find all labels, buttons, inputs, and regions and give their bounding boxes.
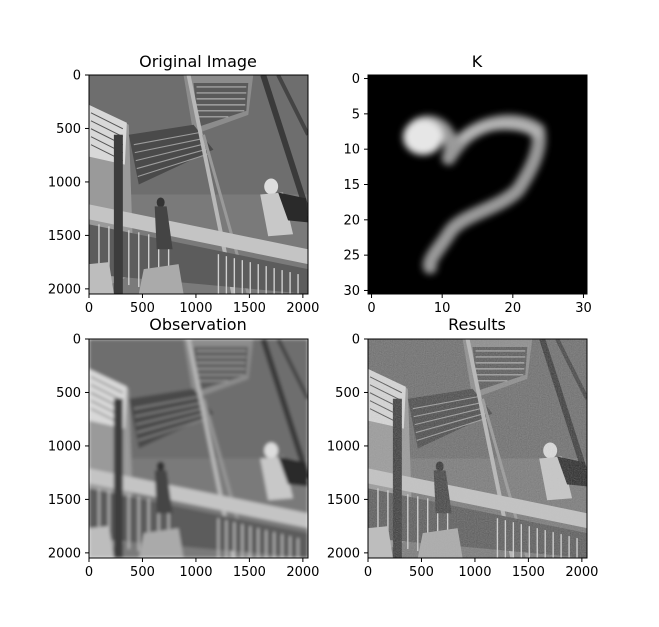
x-tick-label: 0: [85, 565, 93, 580]
y-tick-label: 500: [56, 122, 81, 137]
x-tick-label: 500: [409, 565, 434, 580]
x-tick-label: 20: [505, 301, 522, 316]
image-results: [368, 339, 587, 558]
y-tick-label: 0: [352, 333, 360, 348]
x-tick-label: 10: [434, 301, 451, 316]
x-tick-label: 2000: [565, 565, 598, 580]
title-original-image: Original Image: [139, 52, 257, 71]
y-tick-label: 500: [335, 386, 360, 401]
axes-frame-original: [88, 74, 309, 295]
y-tick-label: 25: [343, 249, 360, 264]
x-tick-label: 2000: [286, 565, 319, 580]
y-tick-label: 1500: [48, 229, 81, 244]
y-tick-label: 1000: [48, 439, 81, 454]
panel-original-image: Original Image 0 500 1000 1500 2000 0 500 1000 1…: [48, 52, 320, 316]
title-results: Results: [448, 315, 506, 334]
y-tick-label: 2000: [48, 546, 81, 561]
y-tick-label: 1000: [327, 439, 360, 454]
ticks-kernel: 0 10 20 30 0 5 10 15 20 25 30: [343, 72, 591, 316]
y-tick-label: 1500: [48, 493, 81, 508]
x-tick-label: 1000: [458, 565, 491, 580]
y-tick-label: 2000: [327, 546, 360, 561]
image-original: [89, 75, 308, 294]
panel-results: Results 0 500 1000 1500 2000 0 500 1000 1500 2000: [327, 315, 599, 580]
ticks-observation: 0 500 1000 1500 2000 0 500 1000 1500 2000: [48, 333, 320, 581]
y-tick-label: 0: [73, 69, 81, 84]
y-tick-label: 0: [73, 333, 81, 348]
y-tick-label: 1000: [48, 175, 81, 190]
y-tick-label: 30: [343, 284, 360, 299]
x-tick-label: 1500: [233, 565, 266, 580]
y-tick-label: 10: [343, 143, 360, 158]
axes-frame-results: [367, 338, 588, 559]
y-tick-label: 15: [343, 178, 360, 193]
y-tick-label: 0: [352, 72, 360, 87]
x-tick-label: 500: [130, 301, 155, 316]
image-kernel: [368, 75, 587, 294]
x-tick-label: 1500: [512, 565, 545, 580]
image-observation: [89, 339, 308, 558]
panel-observation: Observation 0 500 1000 1500 2000 0 500 1000 1500…: [48, 315, 320, 580]
panel-kernel: K 0 10 20 30 0 5 10 15 20 25 30: [343, 52, 591, 316]
y-tick-label: 1500: [327, 493, 360, 508]
x-tick-label: 0: [85, 301, 93, 316]
x-tick-label: 30: [575, 301, 592, 316]
x-tick-label: 1500: [233, 301, 266, 316]
x-tick-label: 0: [367, 301, 375, 316]
title-kernel: K: [472, 52, 483, 71]
x-tick-label: 1000: [179, 301, 212, 316]
x-tick-label: 1000: [179, 565, 212, 580]
ticks-original: 0 500 1000 1500 2000 0 500 1000 1500 2000: [48, 69, 320, 317]
x-tick-label: 500: [130, 565, 155, 580]
x-tick-label: 2000: [286, 301, 319, 316]
y-tick-label: 2000: [48, 282, 81, 297]
ticks-results: 0 500 1000 1500 2000 0 500 1000 1500 2000: [327, 333, 599, 581]
y-tick-label: 20: [343, 213, 360, 228]
y-tick-label: 5: [352, 107, 360, 122]
y-tick-label: 500: [56, 386, 81, 401]
title-observation: Observation: [149, 315, 246, 334]
axes-frame-observation: [88, 338, 309, 559]
x-tick-label: 0: [364, 565, 372, 580]
